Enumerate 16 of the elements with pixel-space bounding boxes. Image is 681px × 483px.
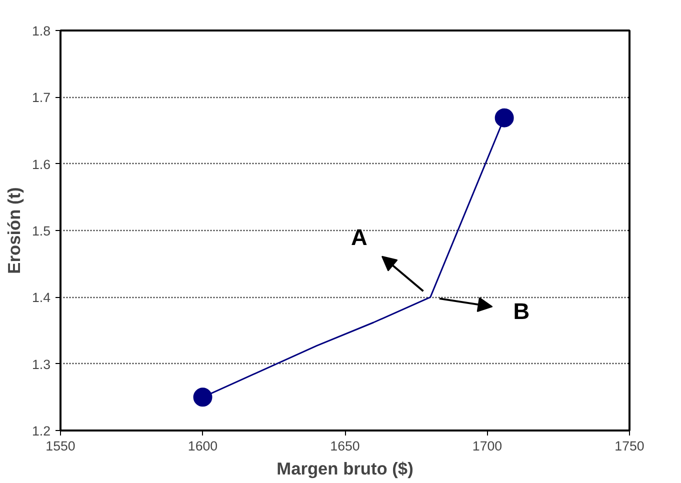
- y-tick-label: 1.4: [32, 290, 52, 306]
- x-tick-label: 1700: [472, 438, 502, 454]
- annotation: B: [513, 298, 530, 324]
- y-axis-title: Erosión (t): [4, 187, 24, 274]
- x-tick-label: 1750: [614, 438, 644, 454]
- y-tick-label: 1.5: [32, 224, 51, 238]
- x-tick-label: 1600: [188, 438, 218, 454]
- y-tick-label: 1.8: [32, 24, 51, 38]
- x-tick-label: 1650: [330, 438, 360, 454]
- x-axis-title: Margen bruto ($): [276, 458, 414, 478]
- x-tick-label: 1550: [46, 438, 76, 454]
- y-tick-label: 1.6: [32, 156, 51, 172]
- y-tick-label: 1.2: [32, 424, 51, 438]
- y-tick-label: 1.7: [32, 90, 51, 106]
- y-tick-label: 1.3: [32, 356, 51, 372]
- annotation: A: [351, 224, 368, 250]
